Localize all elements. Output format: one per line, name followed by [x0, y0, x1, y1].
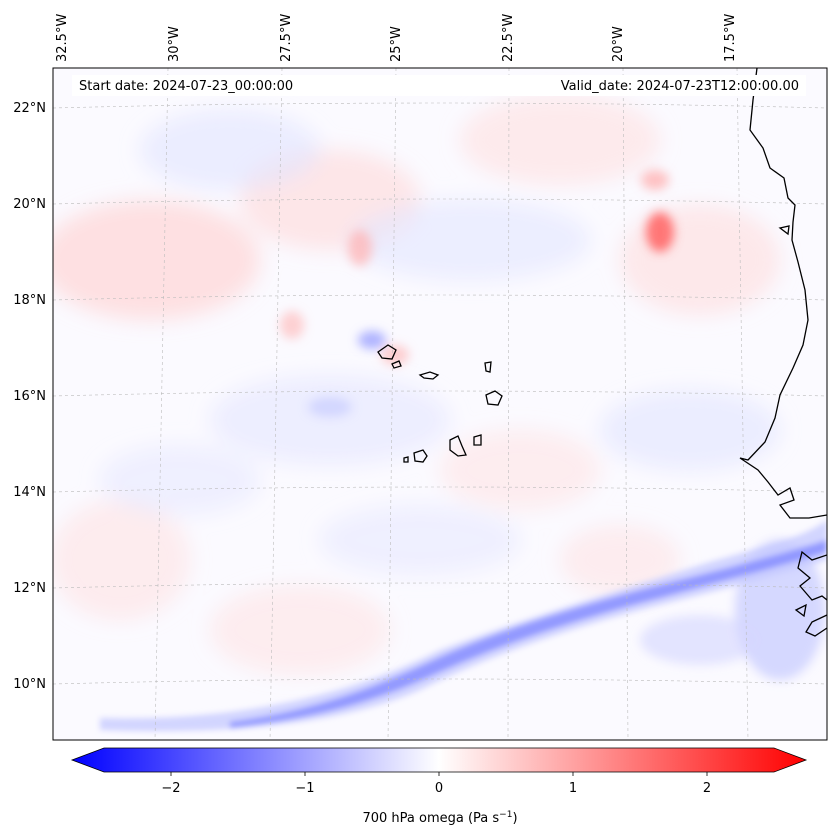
colorbar-title-main: 700 hPa omega (Pa s	[362, 811, 499, 826]
omega-max	[641, 170, 669, 190]
lat-tick-label: 12°N	[13, 581, 46, 596]
map-panel[interactable]	[40, 68, 827, 740]
omega-negative-region	[140, 110, 320, 190]
omega-negative-region	[600, 390, 780, 470]
omega-min	[308, 397, 352, 417]
latitude-labels: 22°N 20°N 18°N 16°N 14°N 12°N 10°N	[13, 101, 46, 692]
africa-coastline	[739, 68, 827, 519]
omega-max	[280, 311, 304, 339]
parallel-line	[53, 678, 827, 685]
omega-positive-region	[53, 200, 260, 320]
island-santo-antao	[377, 344, 397, 360]
colorbar-tick-label: 2	[703, 781, 711, 796]
lon-tick-label: 17.5°W	[723, 14, 738, 62]
omega-field	[53, 95, 780, 675]
meridian-line	[736, 68, 749, 740]
lon-tick-label: 32.5°W	[55, 14, 70, 62]
africa-coastline	[797, 550, 827, 601]
lon-tick-label: 20°W	[611, 26, 626, 62]
omega-max	[381, 345, 409, 365]
meridian-line	[387, 68, 397, 740]
island-brava	[403, 456, 409, 463]
island-boa-vista	[485, 390, 503, 406]
omega-negative-region	[350, 200, 590, 280]
colorbar-tick-label: 1	[569, 781, 577, 796]
parallel-line	[53, 582, 827, 589]
meridian-line	[507, 68, 510, 740]
island-sal	[484, 361, 492, 373]
valid-date-label: Valid_date: 2024-07-23T12:00:00.00	[561, 79, 799, 94]
ascent-band	[100, 520, 827, 732]
colorbar-ticks	[170, 772, 708, 776]
lat-tick-label: 20°N	[13, 197, 46, 212]
colorbar-tick-label: −2	[161, 781, 180, 796]
lon-tick-label: 27.5°W	[279, 14, 294, 62]
colorbar-body	[70, 747, 808, 773]
omega-negative-region	[320, 505, 520, 575]
island-fogo	[413, 449, 428, 463]
island-maio	[473, 434, 482, 446]
coast-islet	[794, 603, 807, 618]
start-date-label: Start date: 2024-07-23_00:00:00	[79, 79, 293, 94]
omega-positive-region	[440, 430, 600, 510]
island-sao-vicente	[391, 360, 402, 369]
lat-tick-label: 16°N	[13, 389, 46, 404]
colorbar: −2 −1 0 1 2 700 hPa omega (Pa s−1)	[70, 747, 808, 826]
parallel-line	[53, 486, 827, 493]
meridian-line	[269, 68, 283, 740]
lat-tick-label: 22°N	[13, 101, 46, 116]
meridian-line	[53, 68, 54, 89]
colorbar-tick-label: 0	[435, 781, 443, 796]
colorbar-title-close: )	[512, 811, 517, 826]
header-banner	[72, 75, 806, 96]
island-santiago	[449, 435, 467, 457]
parallel-line	[53, 198, 827, 205]
omega-positive-region	[210, 585, 390, 675]
colorbar-tick-label: −1	[295, 781, 314, 796]
coast-islet	[778, 225, 790, 236]
gridlines	[53, 68, 827, 740]
coastlines	[377, 68, 827, 637]
parallel-line	[53, 390, 827, 397]
lon-tick-label: 25°W	[389, 26, 404, 62]
ascent-band-core	[230, 540, 827, 728]
lat-tick-label: 10°N	[13, 677, 46, 692]
island-sao-nicolau	[418, 371, 440, 380]
parallel-line	[53, 102, 827, 109]
meridian-line	[154, 68, 169, 740]
omega-features	[280, 170, 825, 680]
lat-tick-label: 14°N	[13, 485, 46, 500]
omega-negative-region	[100, 445, 260, 515]
omega-min	[640, 615, 760, 665]
omega-positive-region	[560, 525, 680, 595]
omega-positive-region	[53, 500, 190, 620]
lat-tick-label: 18°N	[13, 293, 46, 308]
omega-max	[646, 212, 674, 252]
map-frame	[52, 67, 828, 741]
longitude-labels: 32.5°W 30°W 27.5°W 25°W 22.5°W 20°W 17.5…	[55, 14, 738, 62]
omega-max	[348, 230, 372, 266]
meridian-line	[622, 68, 629, 740]
omega-negative-region	[210, 375, 450, 465]
colorbar-title-sup: −1	[499, 810, 512, 820]
lon-tick-label: 22.5°W	[501, 14, 516, 62]
lon-tick-label: 30°W	[167, 26, 182, 62]
colorbar-title: 700 hPa omega (Pa s−1)	[362, 810, 517, 826]
omega-positive-region	[460, 95, 660, 185]
omega-min	[358, 331, 386, 349]
africa-coastline	[805, 614, 827, 637]
parallel-line	[53, 294, 827, 301]
